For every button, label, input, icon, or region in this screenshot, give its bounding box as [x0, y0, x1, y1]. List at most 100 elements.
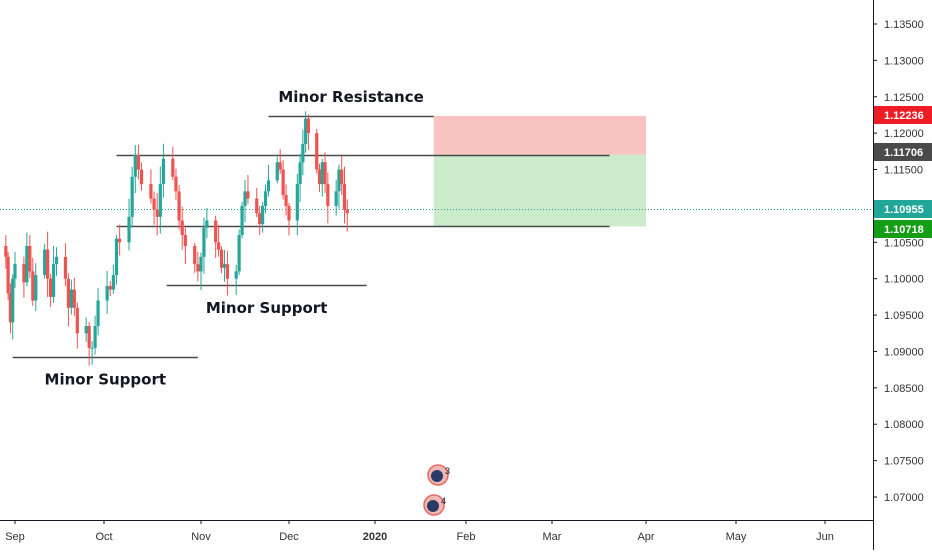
candle[interactable]: [263, 184, 268, 214]
candle[interactable]: [287, 202, 291, 236]
candle[interactable]: [258, 205, 262, 235]
candle[interactable]: [108, 280, 112, 297]
candle[interactable]: [46, 231, 50, 298]
candle[interactable]: [278, 149, 282, 174]
candle-body: [315, 133, 319, 170]
candle[interactable]: [180, 206, 184, 250]
candle[interactable]: [66, 273, 70, 327]
candle[interactable]: [28, 235, 32, 279]
candle[interactable]: [281, 160, 285, 200]
candle[interactable]: [25, 232, 29, 287]
candle[interactable]: [205, 208, 209, 239]
candle[interactable]: [342, 166, 347, 224]
candle[interactable]: [196, 251, 200, 282]
candle[interactable]: [13, 251, 17, 289]
candle[interactable]: [34, 263, 38, 312]
candle[interactable]: [127, 198, 131, 251]
candle[interactable]: [217, 225, 221, 257]
candle[interactable]: [337, 164, 341, 209]
candle[interactable]: [306, 114, 311, 151]
candle[interactable]: [193, 242, 197, 273]
candle[interactable]: [118, 224, 122, 256]
candle[interactable]: [284, 184, 288, 216]
candle[interactable]: [111, 264, 115, 294]
candle[interactable]: [149, 169, 153, 204]
candle[interactable]: [334, 180, 338, 216]
candle-body: [171, 158, 175, 177]
candle[interactable]: [51, 245, 56, 303]
y-tick-label: 1.07000: [884, 492, 924, 504]
candle[interactable]: [174, 168, 178, 201]
candle-body: [127, 216, 131, 243]
stop-zone[interactable]: [433, 115, 646, 155]
candle[interactable]: [72, 277, 76, 317]
price-badge-bg: [874, 106, 932, 124]
candle[interactable]: [240, 201, 244, 239]
candle[interactable]: [6, 252, 10, 301]
candle[interactable]: [255, 187, 259, 217]
candle[interactable]: [130, 166, 134, 228]
candle[interactable]: [84, 317, 88, 342]
candle[interactable]: [177, 185, 181, 230]
candle[interactable]: [219, 246, 224, 274]
candle[interactable]: [4, 235, 8, 269]
candle[interactable]: [301, 129, 305, 176]
candle[interactable]: [31, 257, 35, 306]
candle[interactable]: [75, 302, 79, 349]
candle[interactable]: [222, 249, 227, 282]
candle[interactable]: [237, 229, 241, 275]
candle[interactable]: [171, 146, 175, 181]
candle[interactable]: [183, 227, 187, 265]
candle[interactable]: [234, 264, 238, 295]
candle[interactable]: [152, 191, 156, 225]
candle[interactable]: [54, 247, 59, 276]
candle[interactable]: [243, 179, 247, 223]
candle[interactable]: [105, 270, 109, 314]
candle[interactable]: [340, 156, 344, 195]
candle[interactable]: [96, 287, 100, 336]
candle[interactable]: [246, 174, 250, 204]
candle[interactable]: [69, 279, 73, 315]
candle[interactable]: [43, 243, 47, 279]
candle-body: [266, 180, 271, 192]
y-tick-label: 1.13500: [884, 19, 924, 31]
candle-body: [49, 278, 53, 297]
candle[interactable]: [275, 156, 279, 184]
candle[interactable]: [326, 172, 330, 224]
candle[interactable]: [295, 173, 299, 236]
candle[interactable]: [304, 111, 308, 153]
candle[interactable]: [158, 166, 162, 234]
candle-body: [114, 238, 119, 276]
candle[interactable]: [63, 243, 68, 287]
candle[interactable]: [298, 153, 302, 202]
candle[interactable]: [202, 217, 206, 274]
candle[interactable]: [261, 201, 265, 233]
candle[interactable]: [49, 273, 53, 307]
candle[interactable]: [266, 164, 271, 197]
candle[interactable]: [345, 199, 349, 232]
candle[interactable]: [11, 274, 15, 340]
candle[interactable]: [323, 152, 327, 194]
candle[interactable]: [90, 341, 94, 365]
candle[interactable]: [320, 158, 324, 197]
candle[interactable]: [114, 234, 119, 285]
event-marker[interactable]: 3: [427, 464, 450, 486]
target-zone[interactable]: [433, 154, 646, 227]
candle[interactable]: [93, 315, 97, 355]
candle[interactable]: [214, 215, 218, 258]
candle[interactable]: [139, 162, 144, 191]
candle[interactable]: [8, 283, 13, 334]
candle[interactable]: [317, 163, 322, 192]
event-marker[interactable]: 4: [423, 494, 446, 516]
candle[interactable]: [136, 144, 141, 180]
candle[interactable]: [87, 321, 91, 366]
candle[interactable]: [315, 128, 319, 174]
candle[interactable]: [161, 143, 166, 198]
candle[interactable]: [155, 192, 159, 236]
candle[interactable]: [133, 145, 137, 194]
candle[interactable]: [22, 256, 26, 298]
candle[interactable]: [199, 252, 203, 291]
candle[interactable]: [225, 250, 229, 296]
